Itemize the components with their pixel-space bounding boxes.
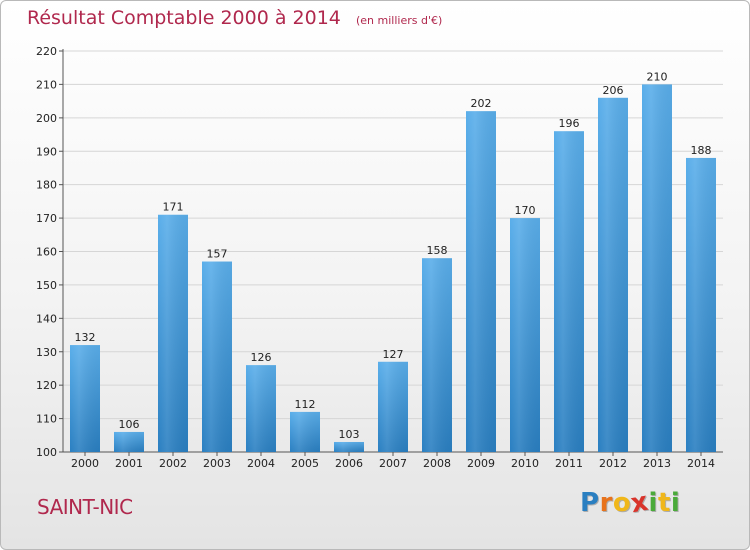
x-tick-label: 2002 xyxy=(159,457,187,470)
y-tick-label: 110 xyxy=(36,413,57,426)
bar-sheen xyxy=(202,261,232,452)
y-tick-label: 180 xyxy=(36,179,57,192)
x-tick-label: 2004 xyxy=(247,457,275,470)
bar-value-label: 103 xyxy=(339,428,360,441)
bar-sheen xyxy=(554,131,584,452)
x-tick-label: 2012 xyxy=(599,457,627,470)
bar-value-label: 112 xyxy=(295,398,316,411)
brand-letter: r xyxy=(599,488,613,518)
bar-sheen xyxy=(466,111,496,453)
chart-title: Résultat Comptable 2000 à 2014 xyxy=(27,7,341,29)
x-tick-label: 2008 xyxy=(423,457,451,470)
bar-sheen xyxy=(598,97,628,453)
bar-value-label: 170 xyxy=(515,204,536,217)
brand-letter: i xyxy=(648,488,658,518)
x-tick-label: 2011 xyxy=(555,457,583,470)
place-name: SAINT-NIC xyxy=(37,495,133,519)
y-tick-label: 220 xyxy=(36,45,57,58)
x-tick-label: 2006 xyxy=(335,457,363,470)
bar-value-label: 106 xyxy=(119,418,140,431)
bar-sheen xyxy=(686,157,716,452)
bar-value-label: 157 xyxy=(207,248,228,261)
bar-sheen xyxy=(114,431,144,452)
bar-sheen xyxy=(158,214,188,452)
brand-letter: o xyxy=(612,488,632,518)
bar-sheen xyxy=(70,345,100,452)
y-tick-label: 140 xyxy=(36,312,57,325)
proxiti-logo: Proxiti xyxy=(580,487,681,520)
x-tick-label: 2005 xyxy=(291,457,319,470)
x-tick-label: 2013 xyxy=(643,457,671,470)
bar-value-label: 132 xyxy=(75,331,96,344)
bar-value-label: 188 xyxy=(691,144,712,157)
y-tick-label: 200 xyxy=(36,112,57,125)
bars xyxy=(70,84,716,453)
x-tick-label: 2003 xyxy=(203,457,231,470)
bar-value-label: 210 xyxy=(647,70,668,83)
bar-sheen xyxy=(334,441,364,452)
bar-sheen xyxy=(378,361,408,452)
y-tick-label: 120 xyxy=(36,379,57,392)
brand-letter: P xyxy=(580,488,600,518)
bar-sheen xyxy=(510,218,540,452)
x-tick-label: 2010 xyxy=(511,457,539,470)
brand-letter: t xyxy=(657,488,671,518)
y-tick-label: 160 xyxy=(36,246,57,259)
bar-sheen xyxy=(422,258,452,452)
bar-sheen xyxy=(290,411,320,452)
bar-value-label: 158 xyxy=(427,244,448,257)
bar-sheen xyxy=(246,365,276,452)
y-tick-label: 130 xyxy=(36,346,57,359)
x-tick-label: 2007 xyxy=(379,457,407,470)
brand-letter: i xyxy=(670,488,681,518)
y-tick-label: 100 xyxy=(36,446,57,459)
x-tick-label: 2000 xyxy=(71,457,99,470)
chart-subtitle: (en milliers d'€) xyxy=(355,14,443,27)
y-tick-label: 170 xyxy=(36,212,57,225)
x-tick-label: 2001 xyxy=(115,457,143,470)
y-tick-label: 210 xyxy=(36,78,57,91)
bar-value-label: 202 xyxy=(471,97,492,110)
labels: 132 2000 106 2001 171 2002 157 2003 126 2004 112 20… xyxy=(71,70,715,470)
x-tick-label: 2009 xyxy=(467,457,495,470)
bar-value-label: 126 xyxy=(251,351,272,364)
bar-value-label: 127 xyxy=(383,348,404,361)
chart-title-row: Résultat Comptable 2000 à 2014 (en milli… xyxy=(27,7,442,29)
x-tick-label: 2014 xyxy=(687,457,715,470)
y-tick-label: 190 xyxy=(36,145,57,158)
bar-value-label: 206 xyxy=(603,84,624,97)
y-tick-label: 150 xyxy=(36,279,57,292)
bar-value-label: 196 xyxy=(559,117,580,130)
bar-sheen xyxy=(642,84,672,453)
bar-value-label: 171 xyxy=(163,201,184,214)
